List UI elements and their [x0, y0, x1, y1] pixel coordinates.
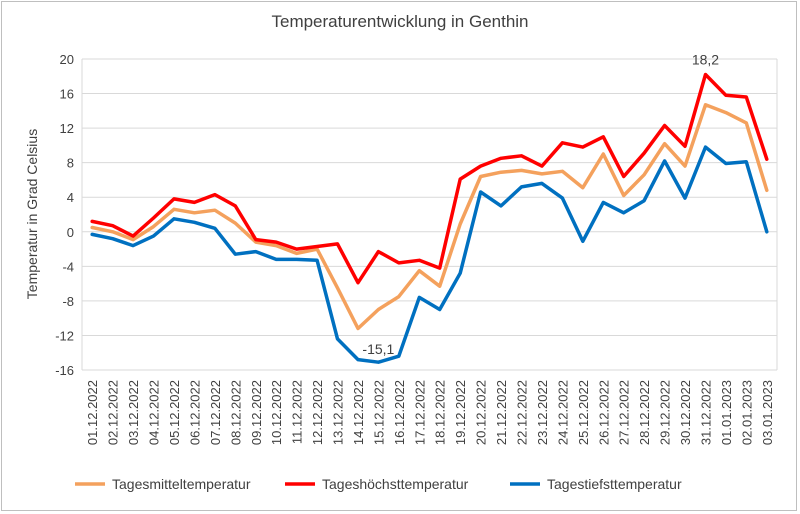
- x-tick-label: 21.12.2022: [494, 380, 509, 445]
- x-tick-label: 04.12.2022: [147, 380, 162, 445]
- y-axis-label: Temperatur in Grad Celsius: [24, 129, 40, 299]
- x-tick-label: 01.12.2022: [85, 380, 100, 445]
- x-tick-label: 07.12.2022: [208, 380, 223, 445]
- x-tick-label: 20.12.2022: [474, 380, 489, 445]
- x-tick-label: 02.12.2022: [106, 380, 121, 445]
- x-tick-label: 08.12.2022: [228, 380, 243, 445]
- x-tick-label: 19.12.2022: [453, 380, 468, 445]
- x-tick-label: 27.12.2022: [617, 380, 632, 445]
- x-tick-label: 29.12.2022: [658, 380, 673, 445]
- y-tick-label: 0: [67, 225, 74, 240]
- x-tick-label: 24.12.2022: [555, 380, 570, 445]
- x-tick-label: 10.12.2022: [269, 380, 284, 445]
- x-tick-label: 31.12.2022: [698, 380, 713, 445]
- series-line-2: [90, 145, 769, 364]
- series-line-0: [90, 103, 769, 331]
- series-line-1: [90, 72, 769, 285]
- x-tick-label: 13.12.2022: [331, 380, 346, 445]
- legend-label-0: Tagesmitteltemperatur: [112, 476, 251, 492]
- x-tick-label: 11.12.2022: [290, 380, 305, 444]
- y-tick-label: -8: [62, 294, 74, 309]
- x-tick-label: 03.01.2023: [760, 380, 775, 445]
- x-tick-label: 15.12.2022: [371, 380, 386, 445]
- x-tick-labels: 01.12.2022 02.12.2022 03.12.2022 04.12.2022…: [85, 380, 775, 445]
- x-tick-label: 12.12.2022: [310, 380, 325, 445]
- x-tick-label: 17.12.2022: [412, 380, 427, 445]
- annotations: 18,2 -15,1: [362, 52, 719, 358]
- y-tick-label: -12: [55, 328, 74, 343]
- x-tick-label: 26.12.2022: [596, 380, 611, 445]
- y-tick-label: 16: [60, 87, 74, 102]
- chart-title: Temperaturentwicklung in Genthin: [271, 12, 528, 31]
- x-tick-label: 18.12.2022: [433, 380, 448, 445]
- y-tick-labels: -16 -12 -8 -4 0 4 8 12 16 20: [55, 52, 74, 378]
- x-tick-label: 09.12.2022: [249, 380, 264, 445]
- x-tick-label: 23.12.2022: [535, 380, 550, 445]
- x-tick-label: 25.12.2022: [576, 380, 591, 445]
- grid-lines: [81, 58, 778, 371]
- x-tick-label: 06.12.2022: [187, 380, 202, 445]
- y-tick-label: 4: [67, 190, 74, 205]
- annotation-label-1: -15,1: [362, 341, 394, 357]
- x-tick-label: 01.01.2023: [719, 380, 734, 445]
- x-tick-label: 14.12.2022: [351, 380, 366, 445]
- y-tick-label: -4: [62, 259, 74, 274]
- x-tick-label: 16.12.2022: [392, 380, 407, 445]
- legend: Tagesmitteltemperatur Tageshöchsttemperat…: [75, 476, 682, 492]
- x-tick-label: 30.12.2022: [678, 380, 693, 445]
- x-tick-label: 02.01.2023: [739, 380, 754, 445]
- y-tick-label: 12: [60, 121, 74, 136]
- x-tick-label: 03.12.2022: [126, 380, 141, 445]
- x-tick-label: 22.12.2022: [514, 380, 529, 445]
- series-lines: [90, 72, 769, 364]
- legend-label-2: Tagestiefsttemperatur: [547, 476, 682, 492]
- y-tick-label: 8: [67, 156, 74, 171]
- annotation-label-0: 18,2: [692, 52, 719, 68]
- x-tick-label: 28.12.2022: [637, 380, 652, 445]
- y-tick-label: -16: [55, 363, 74, 378]
- y-tick-label: 20: [60, 52, 74, 67]
- x-tick-label: 05.12.2022: [167, 380, 182, 445]
- legend-label-1: Tageshöchsttemperatur: [322, 476, 469, 492]
